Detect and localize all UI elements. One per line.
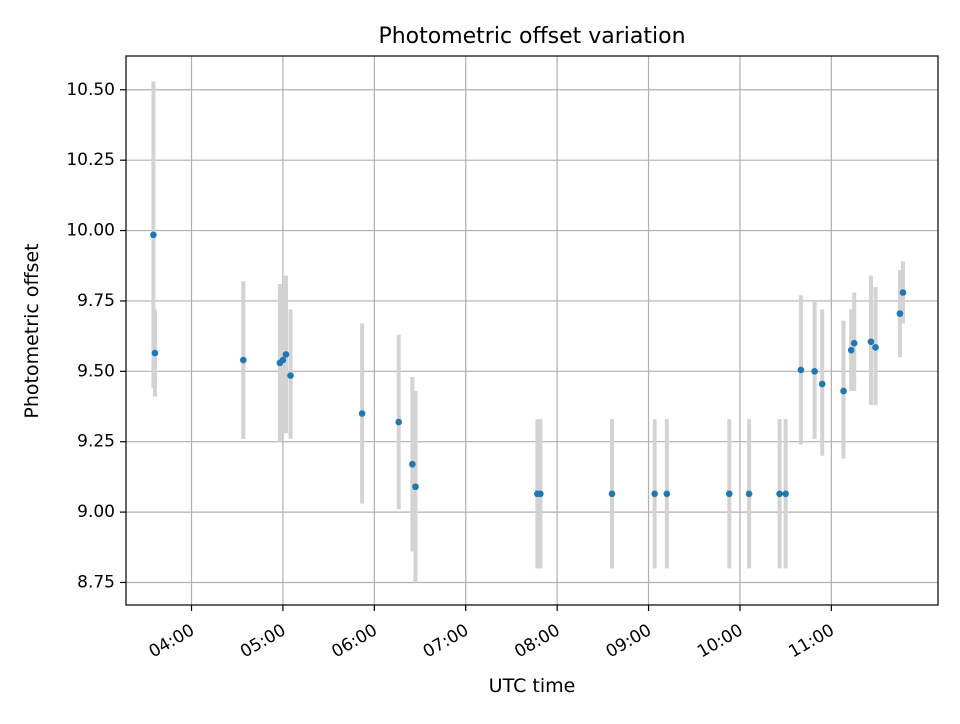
data-point <box>287 372 294 379</box>
y-tick-label: 10.25 <box>66 150 115 170</box>
data-point <box>797 366 805 374</box>
plot-frame <box>125 55 939 606</box>
data-point <box>899 289 907 296</box>
y-tick-label: 10.50 <box>66 80 115 100</box>
y-tick-label: 9.00 <box>77 502 115 522</box>
data-point <box>282 351 290 358</box>
data-point <box>811 368 818 375</box>
data-point <box>850 339 858 347</box>
data-point <box>651 490 658 498</box>
data-point <box>840 387 847 395</box>
data-point <box>725 490 733 498</box>
data-point <box>896 310 904 317</box>
data-points <box>150 231 907 498</box>
x-axis-label: UTC time <box>489 675 576 697</box>
data-point <box>663 490 671 498</box>
y-tick-label: 9.50 <box>77 361 115 381</box>
data-point <box>847 346 855 354</box>
data-point <box>745 490 753 498</box>
data-point <box>872 344 879 351</box>
data-point <box>240 356 247 364</box>
data-point <box>409 460 416 468</box>
data-point <box>150 231 157 239</box>
y-tick-label: 10.00 <box>66 221 115 241</box>
data-point <box>608 490 616 498</box>
y-tick-label: 9.25 <box>77 432 115 452</box>
data-point <box>358 410 366 417</box>
data-point <box>412 483 419 491</box>
data-point <box>776 490 783 498</box>
data-point <box>537 490 544 498</box>
y-tick-label: 9.75 <box>77 291 115 311</box>
data-point <box>782 490 789 498</box>
y-tick-label: 8.75 <box>77 572 115 592</box>
data-point <box>151 349 159 357</box>
data-point <box>279 356 287 364</box>
data-point <box>818 380 826 388</box>
y-axis-ticks: 8.75 9.00 9.25 9.50 9.75 10.00 10.25 10.50 <box>66 80 126 592</box>
data-point <box>867 338 875 346</box>
data-point <box>395 418 402 426</box>
chart-title: Photometric offset variation <box>378 24 685 49</box>
y-axis-label: Photometric offset <box>21 243 43 418</box>
